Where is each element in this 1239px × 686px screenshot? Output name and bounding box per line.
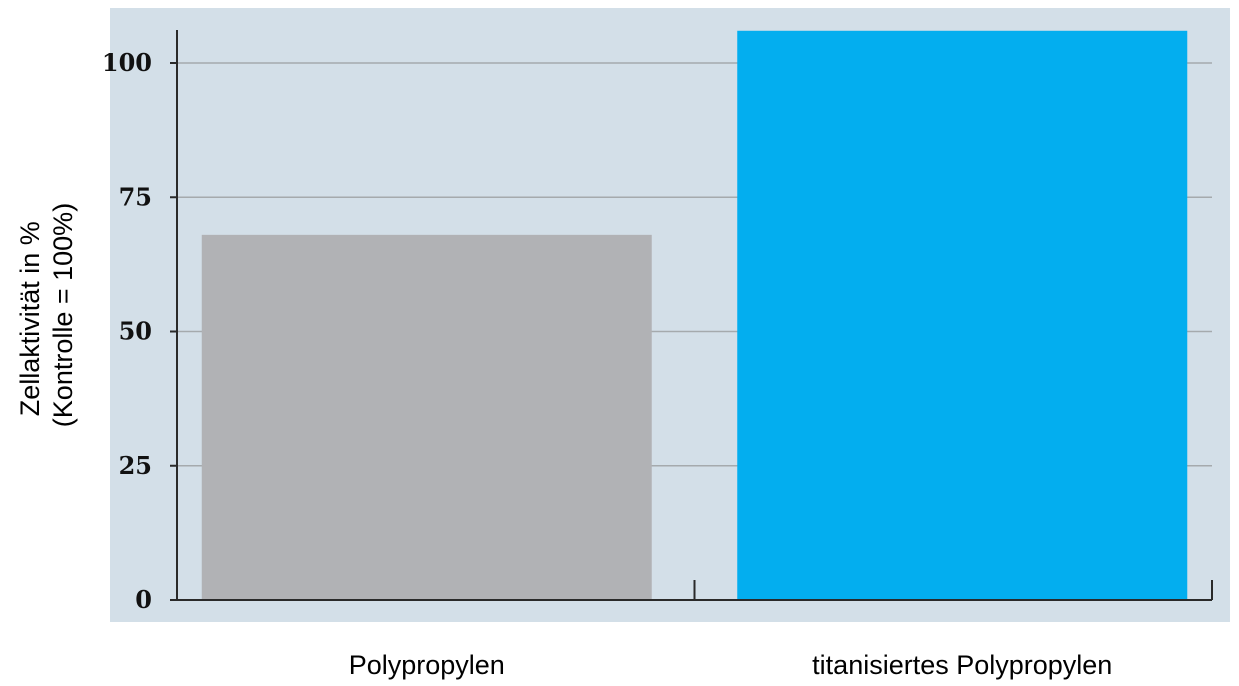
axes bbox=[170, 30, 1213, 601]
x-tick-label: titanisiertes Polypropylen bbox=[812, 650, 1112, 680]
y-tick-labels: 0 25 50 75 100 bbox=[102, 48, 152, 614]
y-axis-label-line-2: (Kontrolle = 100%) bbox=[48, 203, 78, 427]
bars bbox=[201, 30, 1188, 600]
x-tick-labels: Polypropylen titanisiertes Polypropylen bbox=[349, 650, 1113, 680]
y-tick-label: 0 bbox=[135, 585, 152, 614]
y-tick-label: 100 bbox=[102, 48, 152, 77]
bar-1 bbox=[201, 234, 652, 600]
x-tick-label: Polypropylen bbox=[349, 650, 505, 680]
y-axis-label-line-1: Zellaktivität in % bbox=[15, 221, 45, 416]
y-tick-label: 50 bbox=[119, 317, 152, 346]
bar-2 bbox=[737, 30, 1188, 600]
y-axis-label: Zellaktivität in % (Kontrolle = 100%) bbox=[15, 203, 78, 427]
y-tick-label: 75 bbox=[119, 182, 152, 211]
y-tick-label: 25 bbox=[119, 451, 152, 480]
